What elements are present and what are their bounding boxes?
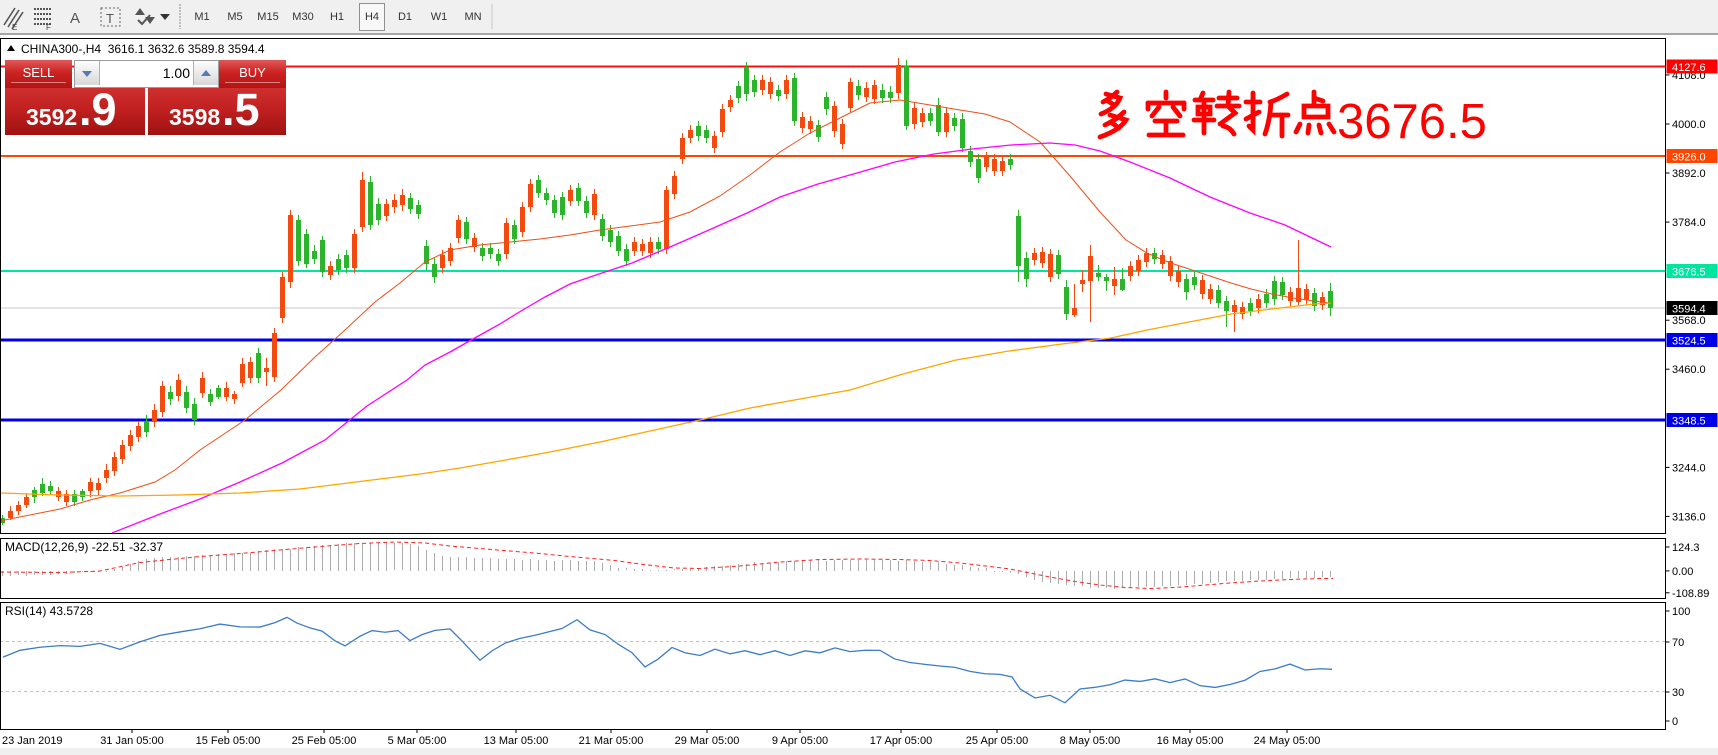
svg-text:5 Mar 05:00: 5 Mar 05:00: [388, 735, 447, 747]
svg-text:31 Jan 05:00: 31 Jan 05:00: [100, 735, 164, 747]
svg-text:T: T: [106, 11, 114, 26]
svg-text:30: 30: [1672, 687, 1684, 699]
svg-text:3460.0: 3460.0: [1672, 364, 1706, 376]
svg-text:23 Jan 2019: 23 Jan 2019: [2, 735, 63, 747]
svg-text:124.3: 124.3: [1672, 542, 1700, 554]
svg-text:29 Mar 05:00: 29 Mar 05:00: [675, 735, 740, 747]
svg-text:A: A: [70, 10, 80, 27]
svg-text:3892.0: 3892.0: [1672, 168, 1706, 180]
svg-text:CHINA300-,H4 3616.1 3632.6 35: CHINA300-,H4 3616.1 3632.6 3589.8 3594.4: [21, 42, 265, 56]
svg-text:8 May 05:00: 8 May 05:00: [1060, 735, 1121, 747]
svg-text:16 May 05:00: 16 May 05:00: [1157, 735, 1224, 747]
svg-text:3244.0: 3244.0: [1672, 462, 1706, 474]
svg-text:70: 70: [1672, 637, 1684, 649]
svg-text:-108.89: -108.89: [1672, 588, 1709, 600]
svg-text:9 Apr 05:00: 9 Apr 05:00: [772, 735, 828, 747]
svg-text:3348.5: 3348.5: [1672, 416, 1706, 428]
svg-text:25 Apr 05:00: 25 Apr 05:00: [966, 735, 1028, 747]
svg-text:4000.0: 4000.0: [1672, 119, 1706, 131]
svg-text:24 May 05:00: 24 May 05:00: [1254, 735, 1321, 747]
svg-text:21 Mar 05:00: 21 Mar 05:00: [579, 735, 644, 747]
svg-text:F: F: [46, 23, 51, 32]
svg-text:E: E: [12, 23, 17, 32]
svg-text:0: 0: [1672, 716, 1678, 728]
svg-text:4127.6: 4127.6: [1672, 62, 1706, 74]
svg-text:3136.0: 3136.0: [1672, 511, 1706, 523]
svg-text:3524.5: 3524.5: [1672, 336, 1706, 348]
svg-text:100: 100: [1672, 606, 1690, 618]
svg-text:25 Feb 05:00: 25 Feb 05:00: [292, 735, 357, 747]
svg-text:RSI(14) 43.5728: RSI(14) 43.5728: [5, 604, 93, 618]
svg-text:15 Feb 05:00: 15 Feb 05:00: [196, 735, 261, 747]
svg-text:3784.0: 3784.0: [1672, 217, 1706, 229]
svg-text:0.00: 0.00: [1672, 566, 1693, 578]
svg-text:13 Mar 05:00: 13 Mar 05:00: [484, 735, 549, 747]
svg-text:3676.5: 3676.5: [1672, 267, 1706, 279]
svg-text:MACD(12,26,9) -22.51 -32.37: MACD(12,26,9) -22.51 -32.37: [5, 540, 163, 554]
svg-text:3926.0: 3926.0: [1672, 152, 1706, 164]
svg-text:3568.0: 3568.0: [1672, 315, 1706, 327]
svg-text:3676.5: 3676.5: [1337, 95, 1487, 149]
svg-text:3594.4: 3594.4: [1672, 304, 1706, 316]
svg-text:17 Apr 05:00: 17 Apr 05:00: [870, 735, 932, 747]
